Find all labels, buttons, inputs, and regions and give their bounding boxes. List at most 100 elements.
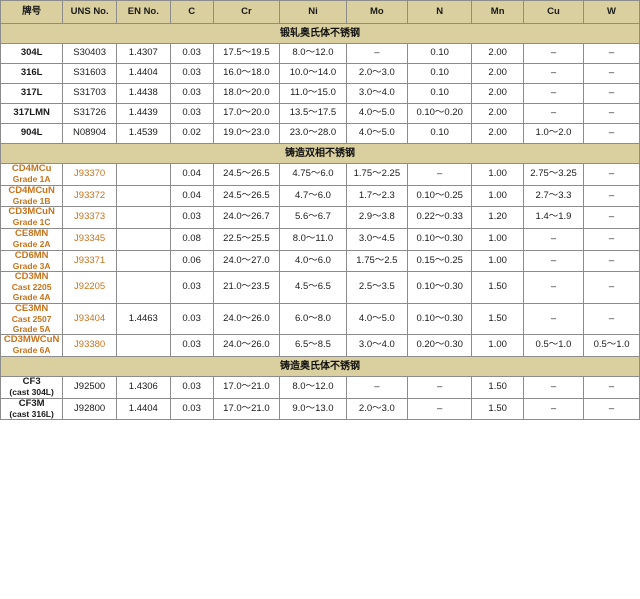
cell-cr: 24.5～26.5 bbox=[212, 163, 281, 186]
cell-mn: 2.00 bbox=[471, 83, 524, 104]
cell-uns: J93373 bbox=[62, 206, 117, 230]
section-header-row: 铸造双相不锈钢 bbox=[0, 143, 640, 164]
table-row: 317LMN S31726 1.4439 0.03 17.0～20.0 13.5～17.5… bbox=[0, 103, 640, 124]
cell-w: – bbox=[583, 206, 640, 230]
cell-grade: CD3MN Cast 2205 Grade 4A bbox=[0, 271, 64, 304]
cell-uns: N08904 bbox=[62, 123, 117, 144]
cell-uns: J92500 bbox=[62, 376, 117, 399]
cell-mn: 2.00 bbox=[471, 43, 524, 64]
cell-en bbox=[115, 163, 171, 186]
cell-c: 0.03 bbox=[169, 397, 214, 421]
cell-uns: S31603 bbox=[62, 63, 117, 84]
cell-mn: 1.50 bbox=[471, 271, 524, 304]
cell-n: 0.10～0.30 bbox=[406, 228, 473, 251]
cell-ni: 8.0～11.0 bbox=[279, 228, 347, 251]
cell-cu: – bbox=[522, 228, 585, 251]
cell-c: 0.02 bbox=[169, 123, 214, 144]
cell-cr: 22.5～25.5 bbox=[212, 228, 281, 251]
cell-en: 1.4539 bbox=[115, 123, 171, 144]
cell-w: – bbox=[583, 271, 640, 304]
cell-cr: 18.0～20.0 bbox=[212, 83, 281, 104]
table-row: CD3MWCuN Grade 6A J93380 0.03 24.0～26.0 6.5～8… bbox=[0, 334, 640, 358]
cell-mn: 1.00 bbox=[471, 228, 524, 251]
cell-cu: 0.5～1.0 bbox=[522, 334, 585, 358]
cell-mo: – bbox=[345, 43, 408, 64]
table-header: 牌号 UNS No. EN No. C Cr Ni Mo N Mn Cu W bbox=[0, 0, 640, 24]
cell-w: – bbox=[583, 103, 640, 124]
table-row: CE3MN Cast 2507 Grade 5A J93404 1.4463 0.03 24… bbox=[0, 302, 640, 336]
cell-c: 0.03 bbox=[169, 302, 214, 336]
table-row: CF3 (cast 304L) J92500 1.4306 0.03 17.0～21.0 8… bbox=[0, 376, 640, 399]
column-header-mn: Mn bbox=[471, 0, 524, 24]
header-row: 牌号 UNS No. EN No. C Cr Ni Mo N Mn Cu W bbox=[0, 0, 640, 24]
cell-w: – bbox=[583, 123, 640, 144]
cell-ni: 4.7～6.0 bbox=[279, 184, 347, 208]
cell-n: 0.10 bbox=[406, 63, 473, 84]
cell-en: 1.4439 bbox=[115, 103, 171, 124]
cell-cr: 17.5～19.5 bbox=[212, 43, 281, 64]
table-row: CD3MN Cast 2205 Grade 4A J92205 0.03 21.0～23.… bbox=[0, 271, 640, 304]
cell-c: 0.03 bbox=[169, 43, 214, 64]
cell-n: 0.10～0.20 bbox=[406, 103, 473, 124]
cell-n: – bbox=[406, 163, 473, 186]
cell-mo: 4.0～5.0 bbox=[345, 103, 408, 124]
cell-ni: 9.0～13.0 bbox=[279, 397, 347, 421]
cell-n: 0.10～0.25 bbox=[406, 184, 473, 208]
cell-n: 0.15～0.25 bbox=[406, 249, 473, 273]
cell-c: 0.03 bbox=[169, 334, 214, 358]
cell-ni: 8.0～12.0 bbox=[279, 43, 347, 64]
cell-uns: J92205 bbox=[62, 271, 117, 304]
cell-mo: 4.0～5.0 bbox=[345, 123, 408, 144]
column-header-ni: Ni bbox=[279, 0, 347, 24]
cell-en: 1.4463 bbox=[115, 302, 171, 336]
cell-mo: 2.0～3.0 bbox=[345, 397, 408, 421]
cell-ni: 8.0～12.0 bbox=[279, 376, 347, 399]
cell-grade: CD3MWCuN Grade 6A bbox=[0, 334, 64, 358]
cell-n: 0.10 bbox=[406, 43, 473, 64]
cell-cr: 24.0～26.7 bbox=[212, 206, 281, 230]
cell-n: 0.10 bbox=[406, 83, 473, 104]
cell-uns: J93404 bbox=[62, 302, 117, 336]
section-header-row: 锻轧奥氏体不锈钢 bbox=[0, 23, 640, 44]
column-header-uns: UNS No. bbox=[62, 0, 117, 24]
section-title: 锻轧奥氏体不锈钢 bbox=[0, 23, 640, 44]
cell-w: – bbox=[583, 249, 640, 273]
cell-w: – bbox=[583, 184, 640, 208]
table-row: 304L S30403 1.4307 0.03 17.5～19.5 8.0～12.0–0.… bbox=[0, 43, 640, 64]
column-header-w: W bbox=[583, 0, 640, 24]
cell-grade: 304L bbox=[0, 43, 64, 64]
cell-mo: 1.7～2.3 bbox=[345, 184, 408, 208]
cell-cr: 17.0～21.0 bbox=[212, 376, 281, 399]
cell-c: 0.03 bbox=[169, 376, 214, 399]
cell-cu: – bbox=[522, 376, 585, 399]
cell-cr: 19.0～23.0 bbox=[212, 123, 281, 144]
cell-w: – bbox=[583, 302, 640, 336]
cell-uns: J93372 bbox=[62, 184, 117, 208]
cell-grade: 317LMN bbox=[0, 103, 64, 124]
table-row: 317L S31703 1.4438 0.03 18.0～20.0 11.0～15.0 3.… bbox=[0, 83, 640, 104]
cell-grade: CE8MN Grade 2A bbox=[0, 228, 64, 251]
column-header-c: C bbox=[169, 0, 214, 24]
cell-uns: S31703 bbox=[62, 83, 117, 104]
cell-mn: 1.50 bbox=[471, 376, 524, 399]
cell-ni: 5.6～6.7 bbox=[279, 206, 347, 230]
cell-n: 0.10 bbox=[406, 123, 473, 144]
column-header-grade: 牌号 bbox=[0, 0, 64, 24]
cell-mn: 1.00 bbox=[471, 184, 524, 208]
cell-cu: 1.4～1.9 bbox=[522, 206, 585, 230]
cell-grade: CD3MCuN Grade 1C bbox=[0, 206, 64, 230]
cell-n: 0.10～0.30 bbox=[406, 271, 473, 304]
cell-en: 1.4404 bbox=[115, 397, 171, 421]
cell-w: – bbox=[583, 228, 640, 251]
cell-c: 0.03 bbox=[169, 83, 214, 104]
cell-mn: 1.00 bbox=[471, 163, 524, 186]
cell-cr: 17.0～20.0 bbox=[212, 103, 281, 124]
cell-mn: 1.00 bbox=[471, 334, 524, 358]
cell-grade: 317L bbox=[0, 83, 64, 104]
cell-cu: 2.7～3.3 bbox=[522, 184, 585, 208]
cell-mn: 1.00 bbox=[471, 249, 524, 273]
cell-uns: S31726 bbox=[62, 103, 117, 124]
cell-mn: 2.00 bbox=[471, 123, 524, 144]
cell-w: – bbox=[583, 163, 640, 186]
cell-w: – bbox=[583, 83, 640, 104]
